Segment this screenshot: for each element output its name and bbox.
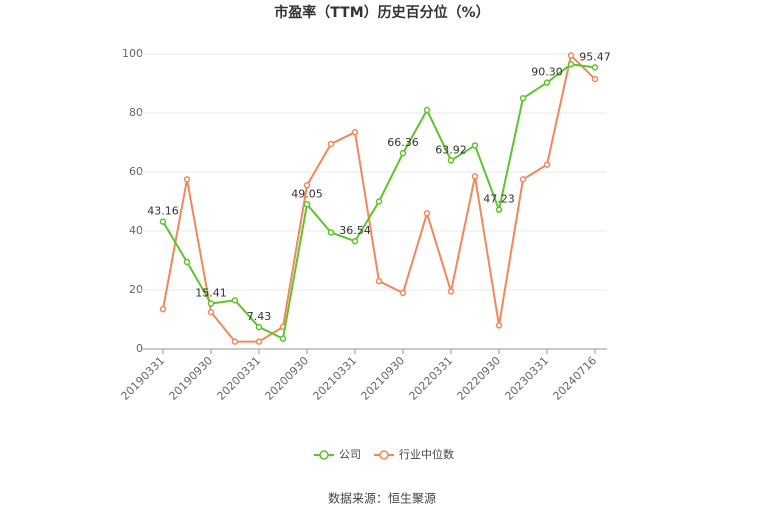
- data-label: 95.47: [579, 50, 611, 63]
- point: [231, 338, 239, 345]
- point: [327, 140, 335, 148]
- point: [351, 128, 359, 136]
- point: [471, 173, 479, 180]
- point: [159, 218, 167, 225]
- y-tick-label: 0: [136, 342, 143, 355]
- x-tick-label: 20230331: [502, 354, 551, 403]
- y-tick-label: 80: [129, 106, 143, 119]
- point: [495, 322, 503, 329]
- point: [399, 149, 407, 157]
- x-tick-label: 20220930: [454, 354, 503, 403]
- point: [447, 288, 455, 295]
- point: [591, 64, 599, 71]
- source: 数据来源：恒生聚源: [328, 491, 436, 506]
- data-label: 36.54: [339, 224, 371, 237]
- chart-title: 市盈率（TTM）历史百分位（%）: [274, 4, 489, 21]
- point: [399, 289, 407, 297]
- point: [351, 237, 359, 245]
- point: [519, 176, 527, 183]
- point: [567, 61, 575, 68]
- point: [255, 323, 263, 331]
- point: [447, 157, 455, 164]
- x-tick-label: 20220331: [406, 354, 455, 403]
- point: [207, 308, 215, 316]
- point: [231, 297, 239, 304]
- x-tick-label: 20210930: [358, 354, 407, 403]
- point: [255, 338, 263, 345]
- point: [207, 300, 215, 307]
- data-label: 7.43: [247, 310, 272, 323]
- point: [375, 277, 383, 285]
- point: [375, 198, 383, 205]
- legend-label: 公司: [339, 448, 361, 461]
- x-tick-label: 20190930: [166, 354, 215, 403]
- y-tick-label: 40: [129, 224, 143, 237]
- point: [543, 79, 551, 86]
- point: [495, 206, 503, 213]
- legend-icon: [379, 450, 389, 460]
- point: [543, 161, 551, 168]
- point: [183, 258, 191, 266]
- point: [183, 176, 191, 183]
- data-label: 43.16: [147, 205, 179, 218]
- x-tick-label: 20200930: [262, 354, 311, 403]
- data-label: 63.92: [435, 143, 467, 156]
- x-tick-label: 20210331: [310, 354, 359, 403]
- point: [303, 201, 311, 208]
- point: [303, 182, 311, 189]
- legend-icon: [319, 450, 329, 460]
- point: [567, 52, 575, 59]
- y-tick-label: 60: [129, 165, 143, 178]
- point: [327, 229, 335, 236]
- point: [471, 142, 479, 149]
- data-label: 15.41: [195, 287, 227, 300]
- point: [519, 95, 527, 102]
- point: [423, 106, 431, 114]
- point: [159, 305, 167, 313]
- point: [423, 210, 431, 217]
- data-label: 49.05: [291, 187, 323, 200]
- data-label: 47.23: [483, 193, 515, 206]
- y-tick-label: 20: [129, 283, 143, 296]
- y-tick-label: 100: [122, 47, 143, 60]
- point: [279, 335, 287, 342]
- legend-label: 行业中位数: [399, 447, 454, 461]
- x-tick-label: 20240716: [550, 354, 599, 403]
- point: [591, 75, 599, 83]
- x-tick-label: 20190331: [118, 354, 167, 403]
- data-label: 90.30: [531, 66, 563, 79]
- x-tick-label: 20200331: [214, 354, 263, 403]
- data-label: 66.36: [387, 136, 419, 149]
